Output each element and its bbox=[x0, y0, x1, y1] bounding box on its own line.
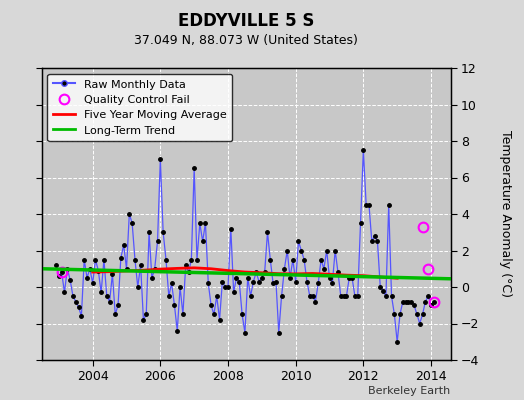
Text: Berkeley Earth: Berkeley Earth bbox=[368, 386, 451, 396]
Text: EDDYVILLE 5 S: EDDYVILLE 5 S bbox=[178, 12, 314, 30]
Text: 37.049 N, 88.073 W (United States): 37.049 N, 88.073 W (United States) bbox=[134, 34, 358, 47]
Legend: Raw Monthly Data, Quality Control Fail, Five Year Moving Average, Long-Term Tren: Raw Monthly Data, Quality Control Fail, … bbox=[48, 74, 233, 141]
Y-axis label: Temperature Anomaly (°C): Temperature Anomaly (°C) bbox=[499, 130, 512, 298]
